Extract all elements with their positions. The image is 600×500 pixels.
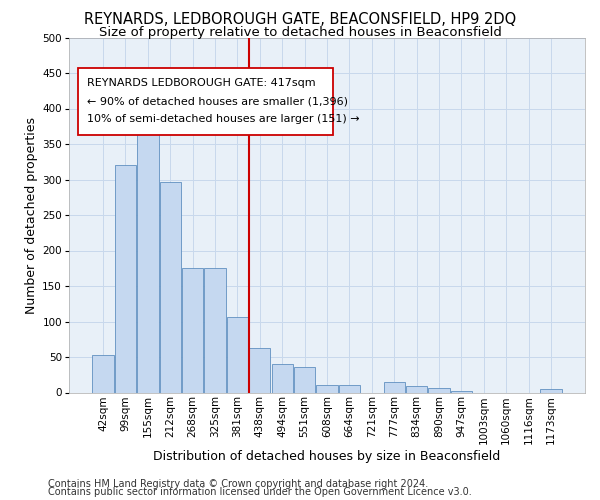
Text: REYNARDS, LEDBOROUGH GATE, BEACONSFIELD, HP9 2DQ: REYNARDS, LEDBOROUGH GATE, BEACONSFIELD,… [84,12,516,28]
Text: ← 90% of detached houses are smaller (1,396): ← 90% of detached houses are smaller (1,… [87,96,348,106]
Text: 10% of semi-detached houses are larger (151) →: 10% of semi-detached houses are larger (… [87,114,359,124]
Text: Contains public sector information licensed under the Open Government Licence v3: Contains public sector information licen… [48,487,472,497]
Text: Contains HM Land Registry data © Crown copyright and database right 2024.: Contains HM Land Registry data © Crown c… [48,479,428,489]
Bar [182,268,203,392]
Bar [160,182,181,392]
Bar [92,355,114,393]
Y-axis label: Number of detached properties: Number of detached properties [25,116,38,314]
Bar [205,268,226,392]
X-axis label: Distribution of detached houses by size in Beaconsfield: Distribution of detached houses by size … [154,450,500,462]
Bar [272,364,293,392]
Bar [227,316,248,392]
Text: Size of property relative to detached houses in Beaconsfield: Size of property relative to detached ho… [98,26,502,39]
Bar [428,388,449,392]
Bar [249,348,271,393]
Bar [451,391,472,392]
Bar [383,382,405,392]
Bar [115,166,136,392]
Text: REYNARDS LEDBOROUGH GATE: 417sqm: REYNARDS LEDBOROUGH GATE: 417sqm [87,78,316,88]
Bar [339,386,360,392]
Bar [316,384,338,392]
Bar [406,386,427,392]
Bar [137,108,158,393]
Bar [540,389,562,392]
Bar [294,367,315,392]
